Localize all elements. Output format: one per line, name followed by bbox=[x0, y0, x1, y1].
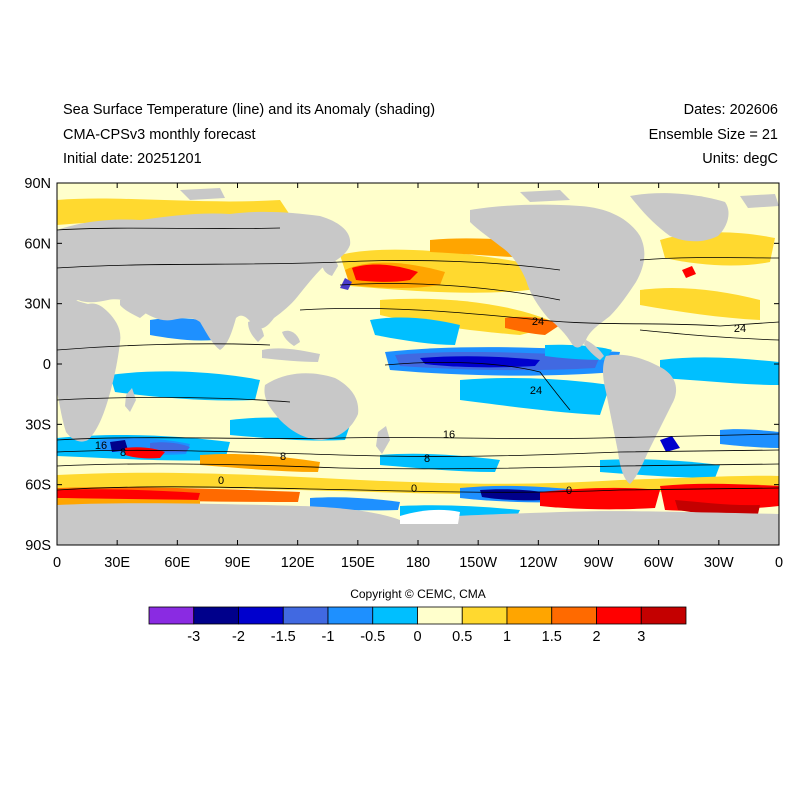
lon-label: 90E bbox=[225, 555, 251, 571]
colorbar: -3 -2 -1.5 -1 -0.5 0 0.5 1 1.5 2 3 bbox=[148, 606, 687, 645]
lon-label: 120E bbox=[281, 555, 315, 571]
contour-label: 24 bbox=[734, 323, 746, 335]
lon-label: 30E bbox=[104, 555, 130, 571]
colorbar-swatch bbox=[238, 606, 284, 625]
colorbar-label: 1 bbox=[503, 629, 511, 645]
contour-label: 16 bbox=[443, 429, 455, 441]
contour-label: 8 bbox=[120, 447, 126, 459]
colorbar-swatch bbox=[640, 606, 687, 625]
initial-date: Initial date: 20251201 bbox=[63, 151, 202, 167]
map-plot-area bbox=[57, 183, 779, 545]
contour-label: 8 bbox=[424, 453, 430, 465]
contour-label: 0 bbox=[411, 483, 417, 495]
colorbar-swatch bbox=[596, 606, 642, 625]
colorbar-swatch bbox=[461, 606, 508, 625]
colorbar-swatch bbox=[551, 606, 597, 625]
sst-contours bbox=[57, 227, 779, 493]
colorbar-label: -0.5 bbox=[360, 629, 385, 645]
colorbar-swatch bbox=[417, 606, 463, 625]
lon-label: 180 bbox=[406, 555, 430, 571]
contour-labels: 24 24 24 16 16 8 8 8 0 0 0 bbox=[95, 316, 746, 497]
colorbar-label: 1.5 bbox=[542, 629, 562, 645]
colorbar-label: 0 bbox=[413, 629, 421, 645]
contour-label: 24 bbox=[532, 316, 544, 328]
colorbar-swatch bbox=[282, 606, 329, 625]
lat-label: 90N bbox=[24, 176, 51, 192]
lon-label: 0 bbox=[775, 555, 783, 571]
colorbar-swatch bbox=[148, 606, 195, 625]
lat-label: 30N bbox=[24, 297, 51, 313]
contour-label: 0 bbox=[218, 475, 224, 487]
sea-ice bbox=[400, 509, 460, 524]
colorbar-label: -2 bbox=[232, 629, 245, 645]
lon-label: 0 bbox=[53, 555, 61, 571]
ensemble-size: Ensemble Size = 21 bbox=[648, 127, 778, 143]
lat-label: 0 bbox=[43, 357, 51, 373]
lon-label: 60E bbox=[164, 555, 190, 571]
chart-subtitle: CMA-CPSv3 monthly forecast bbox=[63, 127, 256, 143]
colorbar-label: -3 bbox=[187, 629, 200, 645]
lon-label: 120W bbox=[519, 555, 557, 571]
units-label: Units: degC bbox=[702, 151, 778, 167]
colorbar-swatch bbox=[506, 606, 553, 625]
chart-title: Sea Surface Temperature (line) and its A… bbox=[63, 102, 436, 118]
colorbar-label: 3 bbox=[637, 629, 645, 645]
contour-label: 0 bbox=[566, 485, 572, 497]
lon-label: 150E bbox=[341, 555, 375, 571]
colorbar-swatch bbox=[193, 606, 239, 625]
anomaly-shading bbox=[57, 198, 779, 521]
colorbar-swatch bbox=[327, 606, 374, 625]
land-masses bbox=[57, 188, 779, 545]
colorbar-label: -1.5 bbox=[271, 629, 296, 645]
lon-label: 60W bbox=[644, 555, 674, 571]
colorbar-label: 2 bbox=[592, 629, 600, 645]
contour-label: 24 bbox=[530, 385, 542, 397]
contour-label: 16 bbox=[95, 440, 107, 452]
lon-label: 150W bbox=[459, 555, 497, 571]
lat-label: 60S bbox=[25, 478, 51, 494]
lat-label: 90S bbox=[25, 538, 51, 554]
lon-label: 30W bbox=[704, 555, 734, 571]
colorbar-swatch bbox=[372, 606, 418, 625]
lat-label: 30S bbox=[25, 417, 51, 433]
colorbar-label: -1 bbox=[322, 629, 335, 645]
contour-label: 8 bbox=[280, 451, 286, 463]
copyright-notice: Copyright © CEMC, CMA bbox=[350, 587, 486, 601]
colorbar-label: 0.5 bbox=[452, 629, 472, 645]
lon-label: 90W bbox=[584, 555, 614, 571]
lat-label: 60N bbox=[24, 236, 51, 252]
forecast-dates: Dates: 202606 bbox=[683, 102, 778, 118]
